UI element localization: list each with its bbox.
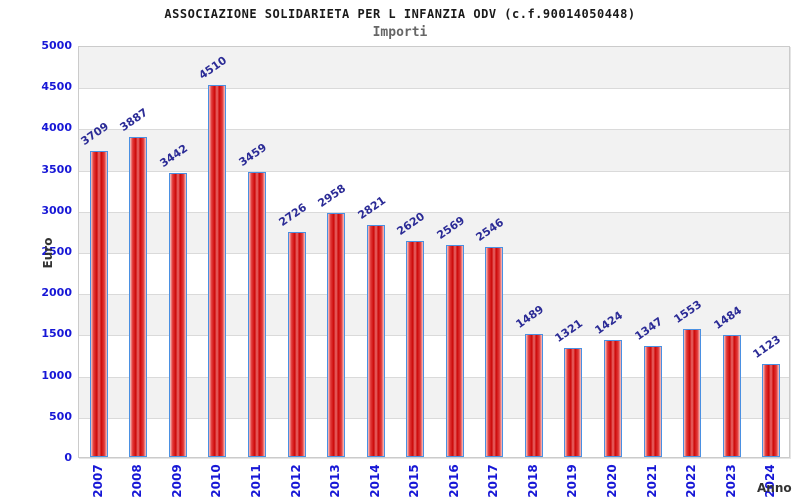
chart-title: ASSOCIAZIONE SOLIDARIETA PER L INFANZIA …: [164, 7, 636, 21]
gridline: [79, 335, 789, 337]
x-tick-label: 2023: [723, 464, 738, 498]
background-band: [79, 211, 789, 253]
chart-subtitle: Importi: [372, 25, 428, 40]
bar: [762, 364, 781, 457]
bar: [287, 232, 306, 457]
x-tick-label: 2015: [407, 464, 422, 498]
gridline: [79, 211, 789, 213]
gridline: [79, 376, 789, 378]
y-tick-label: 2000: [41, 286, 72, 300]
gridline: [79, 170, 789, 172]
bar-value-label: 2958: [315, 182, 349, 211]
x-tick-label: 2017: [486, 464, 501, 498]
bar: [89, 151, 108, 457]
bar: [604, 339, 622, 457]
background-band: [79, 294, 789, 336]
y-tick-label: 500: [49, 409, 72, 423]
x-axis-label: Anno: [757, 481, 792, 495]
y-tick-label: 3000: [41, 203, 72, 217]
bar: [406, 241, 425, 457]
bar: [327, 213, 346, 457]
bar: [722, 334, 741, 457]
x-tick-label: 2021: [644, 464, 659, 498]
y-axis-label: Euro: [41, 237, 55, 269]
y-tick-label: 2500: [41, 245, 72, 258]
y-tick-label: 1000: [41, 368, 72, 382]
x-tick-label: 2019: [565, 464, 580, 498]
x-tick-label: 2016: [446, 464, 461, 498]
bar: [168, 173, 187, 457]
x-tick-label: 2022: [684, 464, 699, 498]
gridline: [79, 88, 789, 90]
gridline: [79, 294, 789, 296]
bar: [485, 247, 504, 457]
x-tick-label: 2010: [209, 464, 224, 498]
bar-value-label: 1123: [750, 333, 784, 362]
gridline: [79, 417, 789, 419]
bar: [208, 85, 227, 457]
bar: [248, 171, 266, 457]
bar: [564, 348, 583, 457]
y-tick-label: 5000: [41, 39, 72, 52]
y-tick-label: 4000: [41, 121, 72, 135]
y-tick-label: 0: [64, 451, 72, 464]
background-band: [79, 129, 789, 171]
plot-area: 3709 3887 3442 4510 3459 2726 2958 2821 2620 2569…: [78, 46, 790, 458]
x-tick-label: 2014: [367, 464, 382, 498]
y-tick-label: 4500: [41, 80, 72, 94]
x-tick-label: 2011: [249, 464, 263, 498]
bar: [643, 346, 662, 457]
background-band: [79, 47, 789, 89]
x-tick-label: 2013: [328, 464, 343, 498]
bar: [129, 136, 148, 457]
x-tick-label: 2008: [130, 464, 145, 498]
bar: [683, 329, 702, 457]
gridline: [79, 129, 789, 131]
bar: [524, 334, 543, 457]
bar: [366, 224, 385, 457]
gridline: [79, 253, 789, 254]
x-tick-label: 2018: [525, 464, 540, 498]
background-band: [79, 376, 789, 418]
y-tick-label: 1500: [41, 327, 72, 341]
x-tick-label: 2009: [169, 464, 184, 498]
x-tick-label: 2012: [288, 464, 303, 498]
y-tick-label: 3500: [41, 162, 72, 176]
x-tick-label: 2020: [605, 464, 619, 498]
bar: [445, 245, 464, 457]
x-tick-label: 2007: [90, 464, 105, 498]
